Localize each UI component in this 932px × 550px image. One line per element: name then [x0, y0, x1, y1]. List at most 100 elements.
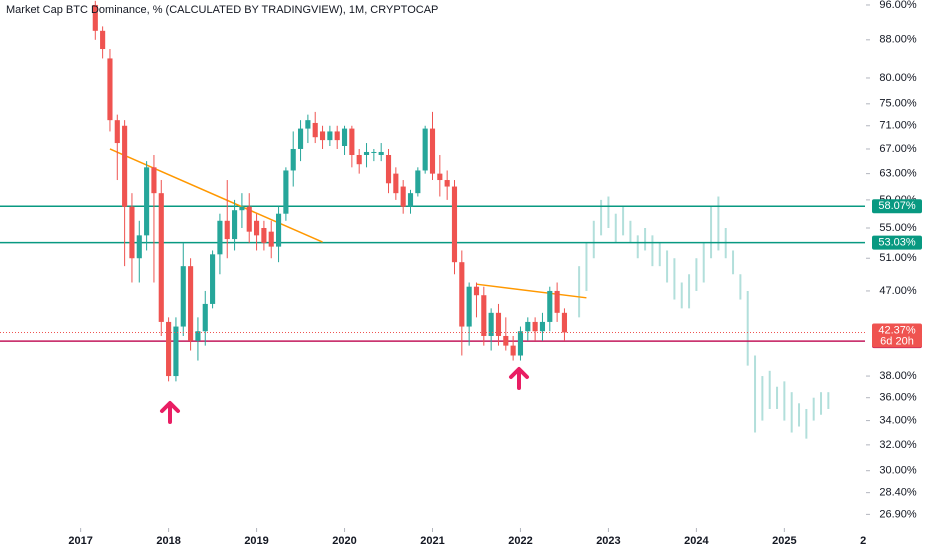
- x-tick-label: 2021: [420, 535, 444, 547]
- level-label: 58.07%: [878, 200, 916, 212]
- candle-body: [473, 286, 480, 296]
- candle-body: [290, 148, 296, 171]
- price-axis: [866, 0, 932, 550]
- candle-body: [400, 186, 406, 207]
- x-tick-label: 2019: [244, 535, 268, 547]
- trendline: [109, 148, 323, 243]
- candle-body: [341, 128, 348, 147]
- price-label: 42.37%: [878, 324, 916, 336]
- candle-body: [378, 151, 384, 156]
- x-tick-label: 2018: [156, 535, 180, 547]
- candle-body: [188, 266, 194, 341]
- candle-body: [437, 173, 443, 181]
- y-tick-label: 36.00%: [879, 392, 917, 404]
- price-axis-labels: 96.00% 88.00% 80.00% 75.00% 71.00% 67.00% 63.0…: [866, 0, 922, 520]
- candle-body: [297, 128, 304, 149]
- level-label-bg: [872, 199, 922, 214]
- candle-body: [268, 231, 274, 247]
- candle-body: [305, 120, 311, 129]
- candle-body: [385, 155, 392, 184]
- y-tick-label: 51.00%: [879, 252, 917, 264]
- candle-body: [517, 331, 524, 356]
- y-tick-label: 38.00%: [879, 370, 917, 382]
- x-tick-label: 2023: [596, 535, 620, 547]
- x-tick-label: 2022: [508, 535, 532, 547]
- y-tick-label: 30.00%: [879, 465, 917, 477]
- candle-body: [151, 167, 157, 194]
- candle-body: [539, 321, 546, 332]
- candle-body: [261, 228, 267, 243]
- candle-body: [232, 210, 238, 240]
- trendline: [476, 283, 587, 299]
- candle-body: [166, 321, 172, 377]
- candle-body: [451, 186, 458, 263]
- candle-body: [158, 193, 164, 322]
- candle-body: [210, 254, 216, 304]
- candle-body: [363, 151, 370, 156]
- candle-body: [334, 131, 340, 141]
- candle-body: [180, 266, 186, 327]
- arrow-up: [160, 401, 180, 424]
- candle-body: [495, 312, 502, 336]
- candle-body: [407, 193, 414, 207]
- candle-body: [547, 290, 553, 322]
- candle-body: [503, 335, 509, 346]
- candle-body: [532, 321, 538, 332]
- candle-body: [422, 128, 428, 171]
- candle-body: [554, 290, 560, 313]
- candle-body: [144, 167, 150, 236]
- x-tick-label: 2025: [772, 535, 796, 547]
- candle-body: [510, 345, 516, 356]
- level-label-bg: [872, 235, 922, 250]
- candle-body: [561, 312, 568, 333]
- candle-body: [371, 151, 377, 153]
- y-tick-label: 75.00%: [879, 98, 917, 110]
- x-tick-label: 2017: [68, 535, 92, 547]
- candle-body: [136, 235, 142, 259]
- candle-body: [488, 312, 494, 336]
- y-tick-label: 47.00%: [879, 285, 917, 297]
- arrow-up: [509, 367, 529, 390]
- candle-body: [459, 262, 465, 327]
- level-label: 53.03%: [878, 237, 916, 249]
- chart-title: Market Cap BTC Dominance, % (CALCULATED …: [6, 4, 438, 16]
- x-tick-label: 2024: [684, 535, 709, 547]
- candle-body: [107, 58, 113, 121]
- candle-body: [444, 180, 450, 187]
- candle-body: [239, 206, 245, 211]
- candle-body: [283, 170, 289, 214]
- countdown: 6d 20h: [880, 335, 914, 347]
- y-tick-label: 71.00%: [879, 120, 917, 132]
- candle-body: [195, 331, 201, 341]
- candle-body: [224, 220, 230, 240]
- candle-body: [122, 125, 128, 207]
- plot-area: 2017201820192020202120222023202420252026: [0, 0, 885, 547]
- candle-body: [481, 295, 487, 336]
- candle-body: [525, 321, 531, 332]
- candle-body: [202, 303, 208, 332]
- y-tick-label: 26.90%: [879, 508, 917, 520]
- y-tick-label: 88.00%: [879, 34, 917, 46]
- y-tick-label: 96.00%: [879, 0, 917, 11]
- candle-body: [319, 131, 326, 141]
- candle-body: [327, 131, 333, 141]
- candle-body: [349, 128, 355, 156]
- y-tick-label: 67.00%: [879, 143, 917, 155]
- y-tick-label: 80.00%: [879, 72, 917, 84]
- candle-body: [173, 326, 179, 377]
- candle-body: [254, 220, 260, 236]
- candle-body: [92, 4, 98, 31]
- y-tick-label: 32.00%: [879, 439, 917, 451]
- candle-body: [246, 206, 252, 232]
- candle-body: [129, 206, 135, 259]
- candle-body: [217, 220, 223, 255]
- candle-body: [100, 30, 106, 50]
- candle-body: [429, 128, 436, 174]
- x-tick-label: 2020: [332, 535, 356, 547]
- price-label-bg: [872, 323, 922, 348]
- candle-body: [312, 122, 318, 138]
- y-tick-label: 55.00%: [879, 222, 917, 234]
- y-tick-label: 28.40%: [879, 487, 917, 499]
